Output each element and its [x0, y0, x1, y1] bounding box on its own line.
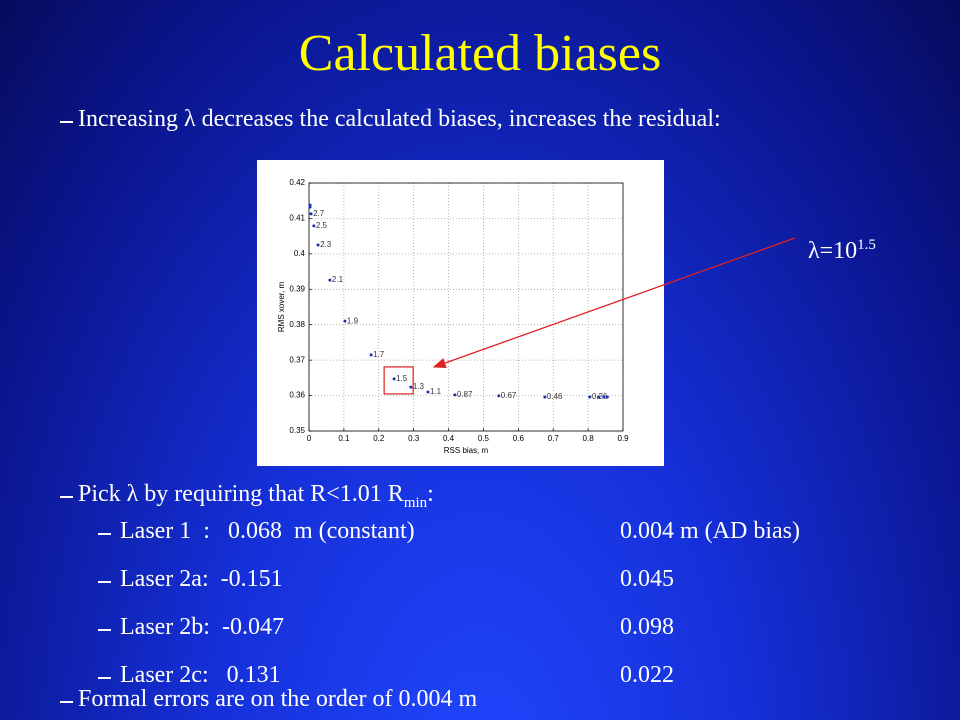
- x-tick-label: 0.6: [513, 434, 525, 443]
- table-cell: 0.045: [620, 566, 674, 592]
- y-tick-label: 0.41: [289, 214, 305, 223]
- point-label: 1.1: [430, 387, 442, 396]
- x-tick-label: 0.4: [443, 434, 455, 443]
- bullet-subscript: min: [403, 494, 428, 511]
- point: [543, 395, 547, 399]
- bullet-text: Increasing λ decreases the calculated bi…: [78, 106, 721, 132]
- y-tick-label: 0.37: [289, 355, 305, 364]
- point-label: 1.7: [373, 350, 385, 359]
- annotation-arrow: [432, 237, 796, 368]
- y-tick-label: 0.42: [289, 178, 305, 187]
- y-tick-label: 0.35: [289, 426, 305, 435]
- point-label: 0.67: [501, 391, 517, 400]
- point: [328, 278, 332, 282]
- point-label: 2.7: [313, 209, 325, 218]
- table-cell: Laser 2c: 0.131: [120, 662, 281, 688]
- chart-background: [257, 160, 664, 466]
- point: [392, 377, 396, 381]
- row-dash: [98, 581, 111, 583]
- y-tick-label: 0.36: [289, 391, 305, 400]
- point: [309, 212, 313, 216]
- point-label: 2.5: [316, 221, 328, 230]
- point-label: 1.9: [347, 316, 359, 325]
- highlight-box: [383, 366, 414, 395]
- bullet-text: Pick λ by requiring that R<1.01 Rmin:: [78, 477, 434, 521]
- bullet-text: Formal errors are on the order of 0.004 …: [78, 686, 478, 712]
- y-axis-label: RMS xover, m: [277, 282, 286, 333]
- lambda-annotation: λ=101.5: [808, 228, 876, 269]
- x-tick-label: 0.3: [408, 434, 420, 443]
- point: [312, 224, 316, 228]
- bullet-dash: [60, 121, 73, 123]
- table-cell: Laser 2b: -0.047: [120, 614, 284, 640]
- row-dash: [98, 629, 111, 631]
- point: [588, 395, 592, 399]
- x-tick-label: 0: [307, 434, 312, 443]
- x-tick-label: 0.1: [338, 434, 350, 443]
- table-cell: Laser 1 : 0.068 m (constant): [120, 518, 415, 544]
- annotation-text: λ=10: [808, 238, 858, 264]
- point: [308, 203, 312, 207]
- bullet-text: Pick λ by requiring that R<1.01 R: [78, 481, 404, 507]
- point: [453, 393, 457, 397]
- table-cell: 0.022: [620, 662, 674, 688]
- point: [369, 353, 373, 357]
- x-tick-label: 0.8: [583, 434, 595, 443]
- row-dash: [98, 533, 111, 535]
- x-tick-label: 0.9: [617, 434, 629, 443]
- bullet-dash: [60, 701, 73, 703]
- bullet-dash: [60, 496, 73, 498]
- y-tick-label: 0.39: [289, 284, 305, 293]
- point-label: 2.3: [320, 240, 332, 249]
- point: [497, 394, 501, 398]
- point: [597, 395, 601, 399]
- point: [605, 395, 609, 399]
- point: [426, 390, 430, 394]
- point-label: 1.5: [396, 374, 408, 383]
- row-dash: [98, 677, 111, 679]
- point-label: 1.3: [413, 382, 425, 391]
- x-axis-label: RSS bias, m: [444, 446, 489, 455]
- x-tick-label: 0.5: [478, 434, 490, 443]
- point-label: 2.1: [332, 275, 344, 284]
- slide-title: Calculated biases: [298, 25, 662, 82]
- x-tick-label: 0.7: [548, 434, 560, 443]
- point-label: 0.87: [457, 390, 473, 399]
- bullet-suffix: :: [427, 481, 434, 507]
- y-tick-label: 0.4: [294, 249, 306, 258]
- y-tick-label: 0.38: [289, 320, 305, 329]
- point: [308, 205, 312, 209]
- point-label: 0.46: [547, 392, 563, 401]
- table-cell: 0.098: [620, 614, 674, 640]
- point: [343, 319, 347, 323]
- point: [602, 395, 606, 399]
- point: [409, 385, 413, 389]
- point: [316, 243, 320, 247]
- x-tick-label: 0.2: [373, 434, 385, 443]
- annotation-superscript: 1.5: [857, 237, 876, 253]
- table-cell: Laser 2a: -0.151: [120, 566, 283, 592]
- plot-frame: [308, 182, 624, 432]
- table-cell: 0.004 m (AD bias): [620, 518, 800, 544]
